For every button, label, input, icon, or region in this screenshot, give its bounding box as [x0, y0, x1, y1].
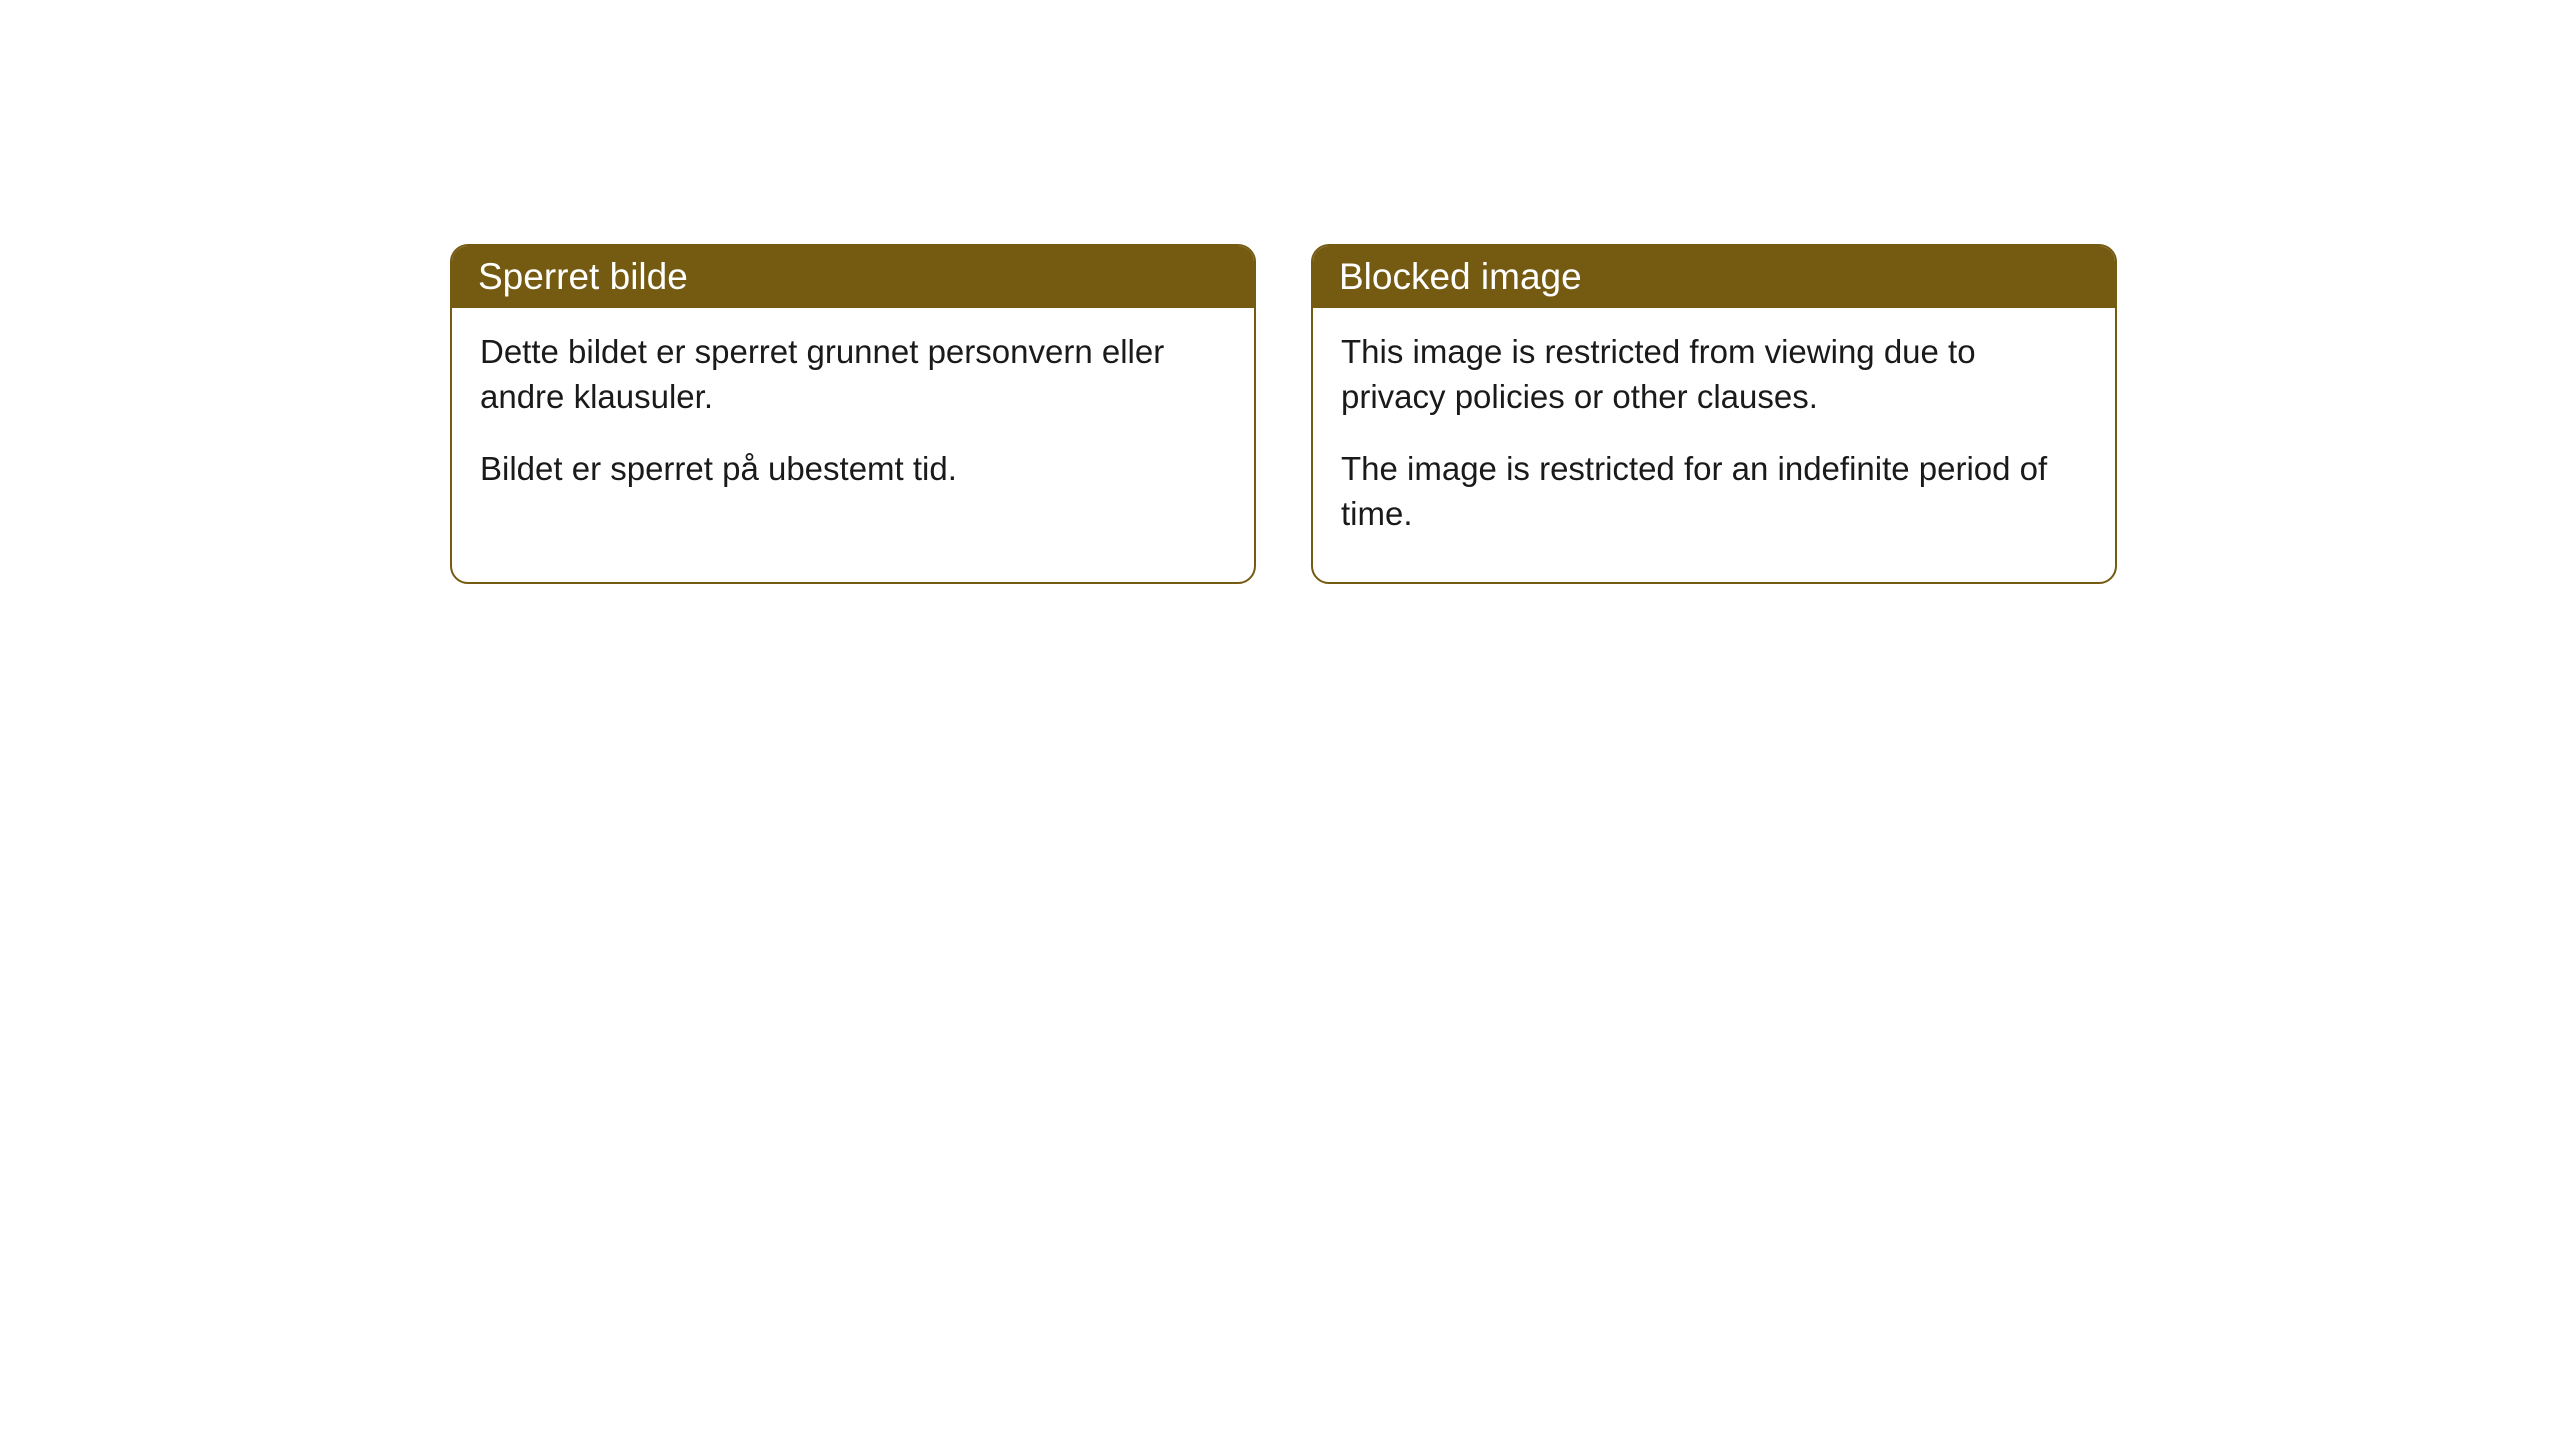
- card-title: Blocked image: [1339, 256, 1582, 297]
- card-body: This image is restricted from viewing du…: [1313, 308, 2115, 578]
- card-header: Sperret bilde: [452, 246, 1254, 308]
- cards-container: Sperret bilde Dette bildet er sperret gr…: [450, 244, 2560, 584]
- card-paragraph: The image is restricted for an indefinit…: [1341, 447, 2087, 536]
- card-paragraph: Bildet er sperret på ubestemt tid.: [480, 447, 1226, 492]
- card-english: Blocked image This image is restricted f…: [1311, 244, 2117, 584]
- card-paragraph: Dette bildet er sperret grunnet personve…: [480, 330, 1226, 419]
- card-title: Sperret bilde: [478, 256, 688, 297]
- card-norwegian: Sperret bilde Dette bildet er sperret gr…: [450, 244, 1256, 584]
- card-body: Dette bildet er sperret grunnet personve…: [452, 308, 1254, 534]
- card-paragraph: This image is restricted from viewing du…: [1341, 330, 2087, 419]
- card-header: Blocked image: [1313, 246, 2115, 308]
